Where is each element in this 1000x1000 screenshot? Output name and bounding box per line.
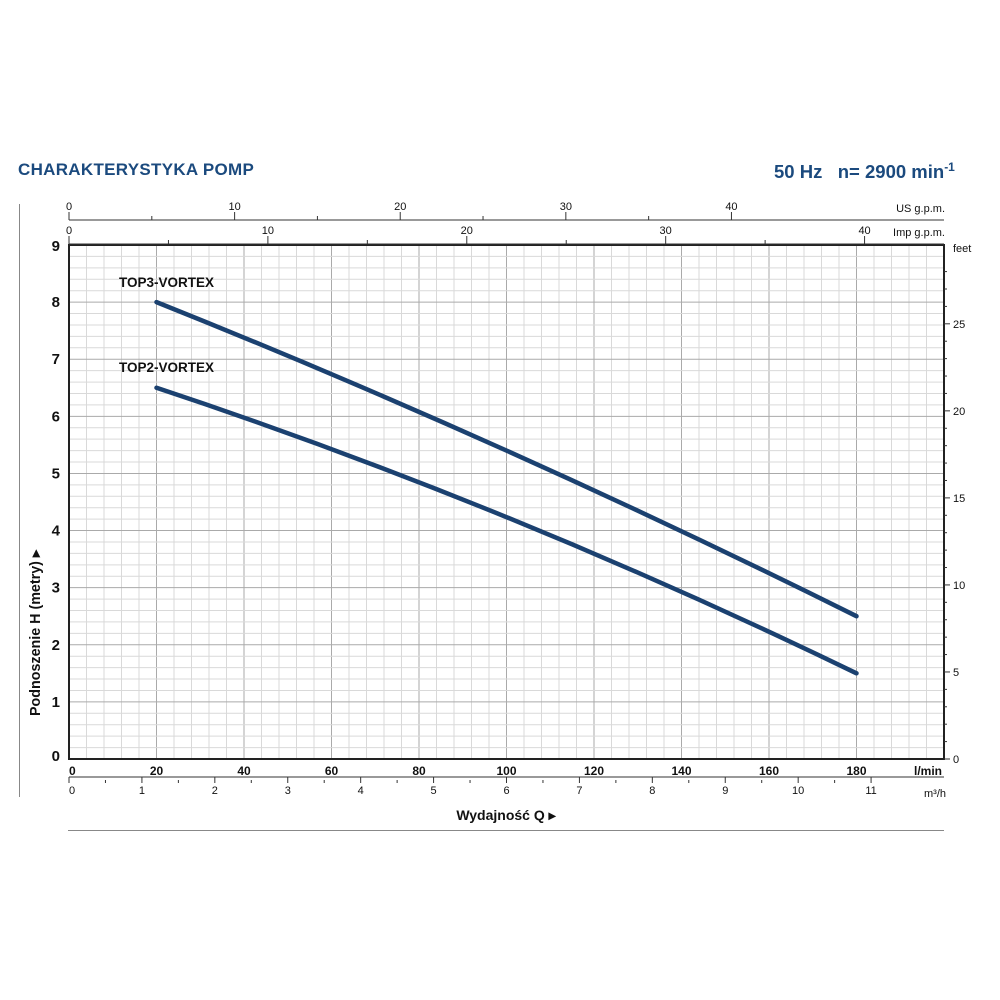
svg-text:4: 4	[358, 785, 364, 797]
svg-text:2: 2	[212, 785, 218, 797]
svg-text:25: 25	[953, 319, 965, 331]
svg-text:1: 1	[139, 785, 145, 797]
svg-text:6: 6	[52, 408, 60, 425]
svg-text:11: 11	[865, 785, 876, 797]
svg-text:8: 8	[52, 294, 60, 311]
svg-text:40: 40	[858, 225, 870, 237]
svg-text:10: 10	[953, 580, 965, 592]
svg-text:40: 40	[237, 764, 251, 778]
svg-text:140: 140	[671, 764, 691, 778]
svg-text:6: 6	[503, 785, 509, 797]
svg-text:100: 100	[496, 764, 516, 778]
svg-text:3: 3	[52, 580, 60, 597]
svg-text:l/min: l/min	[914, 764, 942, 778]
svg-text:30: 30	[560, 201, 572, 213]
svg-text:0: 0	[953, 754, 959, 766]
svg-text:3: 3	[285, 785, 291, 797]
svg-text:5: 5	[431, 785, 437, 797]
svg-text:4: 4	[52, 523, 61, 540]
svg-text:10: 10	[228, 201, 240, 213]
svg-text:TOP3-VORTEX: TOP3-VORTEX	[119, 275, 214, 290]
svg-text:TOP2-VORTEX: TOP2-VORTEX	[119, 360, 214, 375]
svg-text:Imp g.p.m.: Imp g.p.m.	[893, 227, 945, 239]
svg-text:180: 180	[846, 764, 866, 778]
svg-text:30: 30	[660, 225, 672, 237]
svg-text:80: 80	[412, 764, 426, 778]
svg-text:m³/h: m³/h	[924, 788, 946, 800]
svg-text:40: 40	[725, 201, 737, 213]
svg-text:15: 15	[953, 493, 965, 505]
svg-text:7: 7	[52, 351, 60, 368]
svg-text:0: 0	[69, 785, 75, 797]
svg-text:0: 0	[66, 201, 72, 213]
svg-text:feet: feet	[953, 243, 971, 255]
svg-text:5: 5	[953, 667, 959, 679]
svg-text:10: 10	[262, 225, 274, 237]
svg-text:60: 60	[325, 764, 339, 778]
svg-text:10: 10	[792, 785, 804, 797]
svg-text:20: 20	[394, 201, 406, 213]
svg-text:5: 5	[52, 465, 60, 482]
svg-text:0: 0	[52, 748, 60, 765]
svg-text:9: 9	[52, 238, 60, 255]
svg-text:20: 20	[953, 406, 965, 418]
svg-text:9: 9	[722, 785, 728, 797]
svg-text:0: 0	[66, 225, 72, 237]
svg-text:160: 160	[759, 764, 779, 778]
svg-text:20: 20	[150, 764, 164, 778]
svg-text:Wydajność Q ▸: Wydajność Q ▸	[456, 807, 556, 823]
svg-text:8: 8	[649, 785, 655, 797]
svg-text:2: 2	[52, 637, 60, 654]
svg-text:1: 1	[52, 694, 60, 711]
svg-text:7: 7	[576, 785, 582, 797]
svg-text:US g.p.m.: US g.p.m.	[896, 203, 945, 215]
svg-text:20: 20	[461, 225, 473, 237]
svg-text:0: 0	[69, 764, 76, 778]
svg-text:120: 120	[584, 764, 604, 778]
